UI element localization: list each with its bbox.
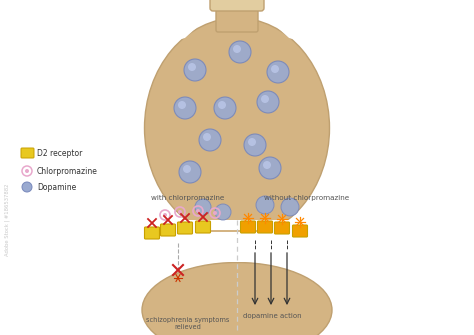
Circle shape xyxy=(179,161,201,183)
Circle shape xyxy=(271,65,279,73)
Circle shape xyxy=(163,213,167,217)
Circle shape xyxy=(183,165,191,173)
Circle shape xyxy=(188,63,196,71)
Circle shape xyxy=(267,61,289,83)
Bar xyxy=(135,232,340,262)
Circle shape xyxy=(25,169,29,173)
Circle shape xyxy=(214,97,236,119)
FancyBboxPatch shape xyxy=(274,222,290,234)
Text: Dopamine: Dopamine xyxy=(37,183,76,192)
Circle shape xyxy=(203,133,211,141)
Text: schizophrenia symptoms
relieved: schizophrenia symptoms relieved xyxy=(146,317,230,330)
Bar xyxy=(0,0,474,8)
Circle shape xyxy=(229,41,251,63)
Circle shape xyxy=(281,198,299,216)
Circle shape xyxy=(178,210,182,214)
Text: Chlorpromazine: Chlorpromazine xyxy=(37,166,98,176)
FancyBboxPatch shape xyxy=(21,148,34,158)
Circle shape xyxy=(218,101,226,109)
Text: without chlorpromazine: without chlorpromazine xyxy=(264,195,350,201)
Bar xyxy=(140,220,338,230)
Circle shape xyxy=(257,91,279,113)
FancyBboxPatch shape xyxy=(257,221,273,233)
Circle shape xyxy=(22,182,32,192)
FancyBboxPatch shape xyxy=(195,221,210,233)
Circle shape xyxy=(195,199,211,215)
Circle shape xyxy=(213,211,217,215)
Text: dopamine action: dopamine action xyxy=(243,313,301,319)
Circle shape xyxy=(244,134,266,156)
FancyBboxPatch shape xyxy=(210,0,264,11)
FancyBboxPatch shape xyxy=(145,227,159,239)
Text: Adobe Stock | #186537882: Adobe Stock | #186537882 xyxy=(4,184,10,256)
Circle shape xyxy=(199,129,221,151)
Polygon shape xyxy=(145,8,218,50)
FancyBboxPatch shape xyxy=(292,225,308,237)
FancyBboxPatch shape xyxy=(177,222,192,234)
Ellipse shape xyxy=(145,18,329,238)
Circle shape xyxy=(233,45,241,53)
FancyBboxPatch shape xyxy=(216,0,258,32)
Text: D2 receptor: D2 receptor xyxy=(37,148,82,157)
FancyBboxPatch shape xyxy=(161,224,175,236)
Circle shape xyxy=(256,196,274,214)
Polygon shape xyxy=(256,8,329,50)
Circle shape xyxy=(259,157,281,179)
Circle shape xyxy=(184,59,206,81)
Text: with chlorpromazine: with chlorpromazine xyxy=(151,195,225,201)
Circle shape xyxy=(196,209,200,213)
Circle shape xyxy=(263,161,271,169)
FancyBboxPatch shape xyxy=(240,221,255,233)
Circle shape xyxy=(215,204,231,220)
Circle shape xyxy=(174,97,196,119)
Circle shape xyxy=(261,95,269,103)
Circle shape xyxy=(178,101,186,109)
Circle shape xyxy=(248,138,256,146)
Ellipse shape xyxy=(142,263,332,335)
